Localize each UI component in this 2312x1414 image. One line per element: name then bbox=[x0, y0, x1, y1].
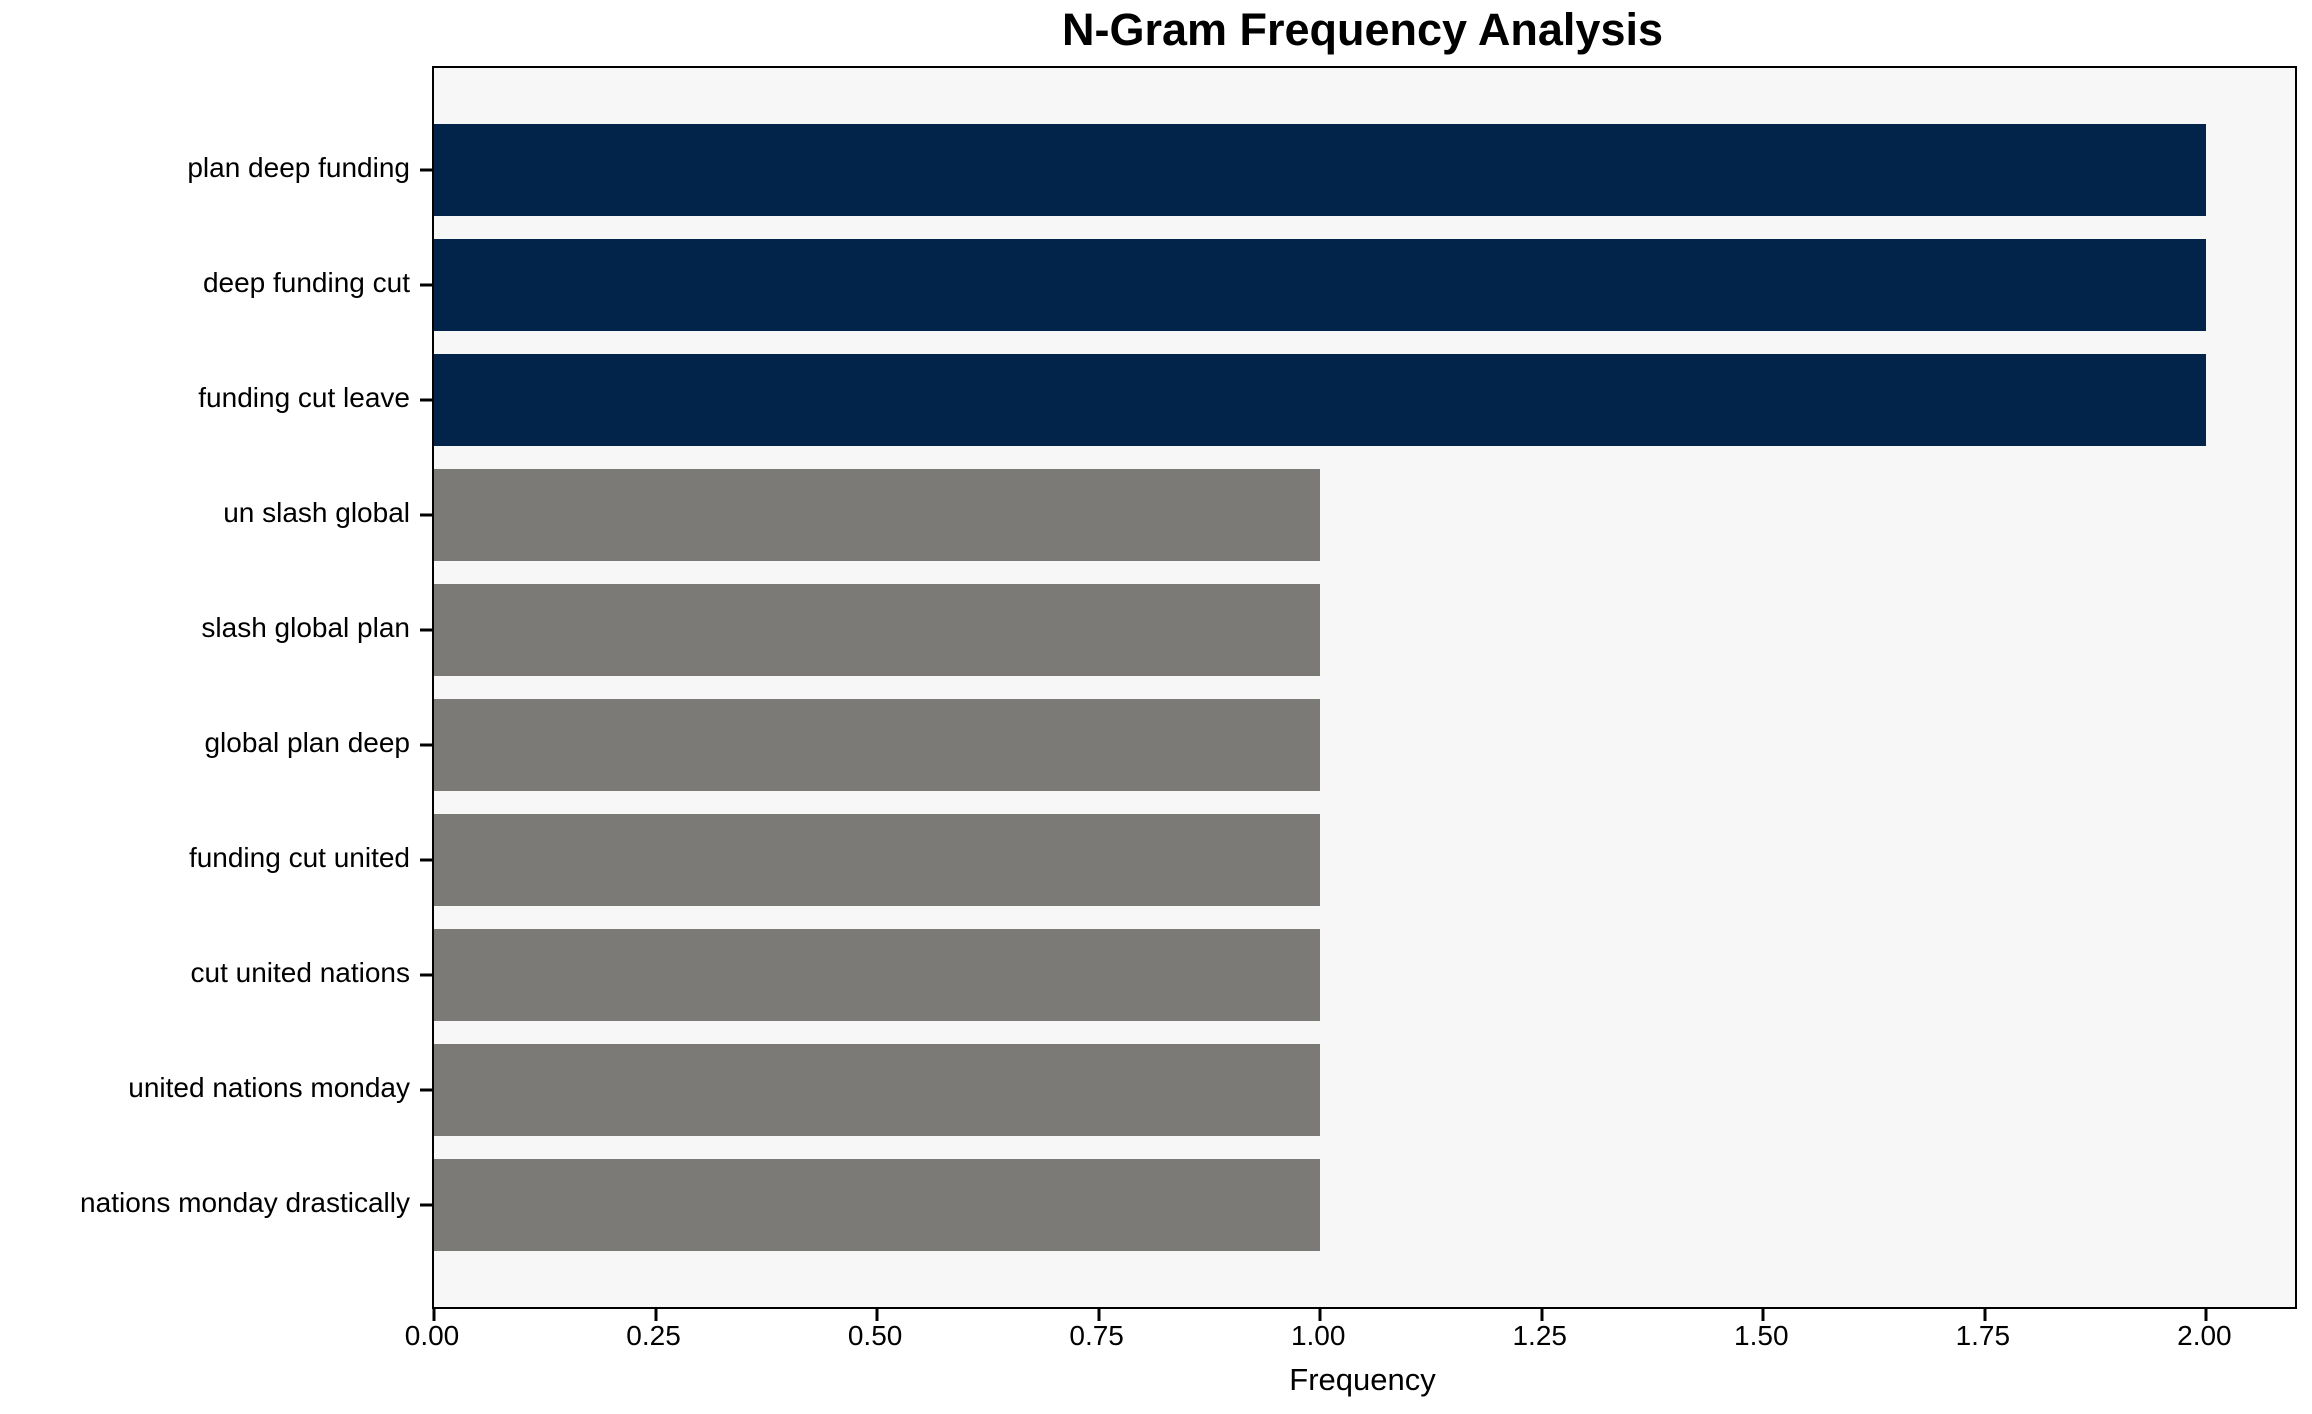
y-tick-mark bbox=[420, 513, 432, 517]
bar-row bbox=[434, 1033, 2295, 1148]
bar bbox=[434, 814, 1321, 907]
x-tick-label: 1.75 bbox=[1955, 1320, 2011, 1351]
x-tick-label: 2.00 bbox=[2177, 1320, 2232, 1351]
y-tick-label: united nations monday bbox=[128, 1072, 410, 1104]
x-tick-mark bbox=[1540, 1309, 1544, 1321]
bar-row bbox=[434, 227, 2295, 342]
x-axis-tick-labels: 0.00 0.25 0.50 0.75 1.00 1.25 1.50 1.75 2.00 bbox=[405, 1320, 2293, 1356]
y-tick-mark bbox=[420, 743, 432, 747]
x-tick-mark bbox=[432, 1309, 436, 1321]
x-tick-label: 0.50 bbox=[847, 1320, 903, 1351]
x-tick-label: 1.25 bbox=[1512, 1320, 1567, 1351]
bar bbox=[434, 698, 1321, 792]
y-tick-label: funding cut united bbox=[188, 842, 410, 874]
y-tick-mark bbox=[420, 628, 432, 632]
y-tick-mark bbox=[420, 283, 432, 287]
y-tick-label: cut united nations bbox=[190, 957, 411, 989]
plot-area bbox=[420, 66, 2297, 1321]
y-tick-label: slash global plan bbox=[201, 611, 410, 643]
y-tick-mark bbox=[420, 168, 432, 172]
y-tick-mark bbox=[420, 1088, 432, 1092]
x-tick-mark bbox=[1318, 1309, 1322, 1321]
y-tick-label: funding cut leave bbox=[198, 381, 410, 413]
bar bbox=[434, 353, 2207, 446]
bar-row bbox=[434, 572, 2295, 687]
bar bbox=[434, 583, 1321, 676]
x-tick-mark bbox=[654, 1309, 658, 1321]
bar-row bbox=[434, 918, 2295, 1033]
x-tick-mark bbox=[875, 1309, 879, 1321]
x-tick-label: 0.25 bbox=[626, 1320, 681, 1351]
y-tick-mark bbox=[420, 973, 432, 977]
x-tick-label: 1.00 bbox=[1290, 1320, 1346, 1351]
bar-row bbox=[434, 1148, 2295, 1263]
chart-title: N-Gram Frequency Analysis bbox=[1061, 4, 1664, 55]
bar bbox=[434, 1044, 1321, 1137]
x-tick-mark bbox=[1983, 1309, 1987, 1321]
y-tick-mark bbox=[420, 858, 432, 862]
y-axis-tick-labels: plan deep funding deep funding cut funding… bbox=[0, 66, 410, 1305]
x-tick-label: 0.75 bbox=[1069, 1320, 1124, 1351]
x-tick-mark bbox=[2204, 1309, 2208, 1321]
bar bbox=[434, 238, 2207, 331]
y-tick-label: un slash global bbox=[223, 496, 410, 528]
bar bbox=[434, 929, 1321, 1022]
y-tick-label: deep funding cut bbox=[202, 266, 410, 298]
bar-row bbox=[434, 803, 2295, 918]
bar bbox=[434, 1159, 1321, 1252]
bars-container bbox=[434, 68, 2295, 1307]
x-tick-mark bbox=[1097, 1309, 1101, 1321]
x-tick-mark bbox=[1761, 1309, 1765, 1321]
bar-row bbox=[434, 342, 2295, 457]
bar bbox=[434, 468, 1321, 561]
y-tick-mark bbox=[420, 1203, 432, 1207]
y-tick-label: plan deep funding bbox=[187, 151, 410, 183]
x-axis-label: Frequency bbox=[1289, 1362, 1436, 1397]
bar-row bbox=[434, 457, 2295, 572]
bar-row bbox=[434, 112, 2295, 227]
x-tick-label: 0.00 bbox=[404, 1320, 460, 1351]
bar bbox=[434, 123, 2207, 216]
bar-row bbox=[434, 687, 2295, 802]
x-tick-label: 1.50 bbox=[1734, 1320, 1789, 1351]
y-tick-mark bbox=[420, 398, 432, 402]
y-tick-label: nations monday drastically bbox=[80, 1187, 410, 1219]
y-tick-label: global plan deep bbox=[204, 727, 410, 759]
